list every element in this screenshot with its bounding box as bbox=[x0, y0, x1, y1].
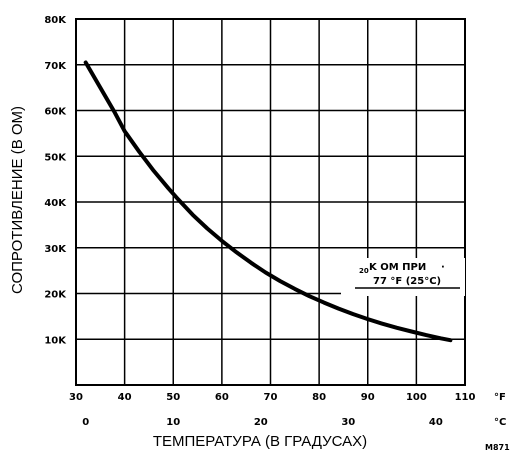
x-tick-label-f: 90 bbox=[361, 392, 375, 403]
y-tick-label: 60K bbox=[44, 107, 67, 118]
x-tick-label-f: 80 bbox=[312, 392, 326, 403]
y-tick-label: 10K bbox=[44, 335, 67, 346]
plot-frame bbox=[75, 18, 466, 386]
annotation-line-1: K OM ПРИ bbox=[369, 262, 426, 273]
x-tick-label-f: 60 bbox=[215, 392, 229, 403]
annotation-subscript: 20 bbox=[359, 267, 369, 275]
annotation-line-2: 77 °F (25°C) bbox=[373, 276, 441, 287]
x-tick-label-f: 70 bbox=[264, 392, 278, 403]
y-tick-labels: 10K 20K 30K 40K 50K 60K 70K 80K bbox=[44, 15, 67, 346]
y-axis-title: СОПРОТИВЛЕНИЕ (В ОМ) bbox=[9, 106, 26, 294]
x-tick-label-f: 100 bbox=[406, 392, 427, 403]
annotation-box: 20 K OM ПРИ · 77 °F (25°C) bbox=[341, 258, 465, 296]
annotation-dot: · bbox=[441, 262, 445, 273]
y-tick-label: 20K bbox=[44, 290, 67, 301]
x-tick-label-c: 30 bbox=[341, 417, 355, 428]
x-tick-label-c: 40 bbox=[429, 417, 443, 428]
x-tick-label-c: 0 bbox=[82, 417, 89, 428]
figure-code: M8713 bbox=[485, 443, 510, 452]
y-tick-label: 70K bbox=[44, 61, 67, 72]
x-tick-label-f: 110 bbox=[455, 392, 476, 403]
y-tick-label: 80K bbox=[44, 15, 67, 26]
x-tick-label-f: 30 bbox=[69, 392, 83, 403]
x-unit-fahrenheit: °F bbox=[494, 392, 506, 403]
x-tick-labels-fahrenheit: 30 40 50 60 70 80 90 100 110 bbox=[69, 392, 475, 403]
y-tick-label: 30K bbox=[44, 244, 67, 255]
y-tick-label: 50K bbox=[44, 152, 67, 163]
x-tick-label-c: 20 bbox=[254, 417, 268, 428]
x-tick-label-c: 10 bbox=[166, 417, 180, 428]
x-unit-celsius: °C bbox=[494, 417, 506, 428]
x-tick-label-f: 50 bbox=[166, 392, 180, 403]
x-axis-title: ТЕМПЕРАТУРА (В ГРАДУСАХ) bbox=[153, 433, 367, 450]
resistance-curve bbox=[83, 60, 453, 343]
x-tick-labels-celsius: 0 10 20 30 40 bbox=[82, 417, 443, 428]
y-tick-label: 40K bbox=[44, 198, 67, 209]
x-tick-label-f: 40 bbox=[118, 392, 132, 403]
